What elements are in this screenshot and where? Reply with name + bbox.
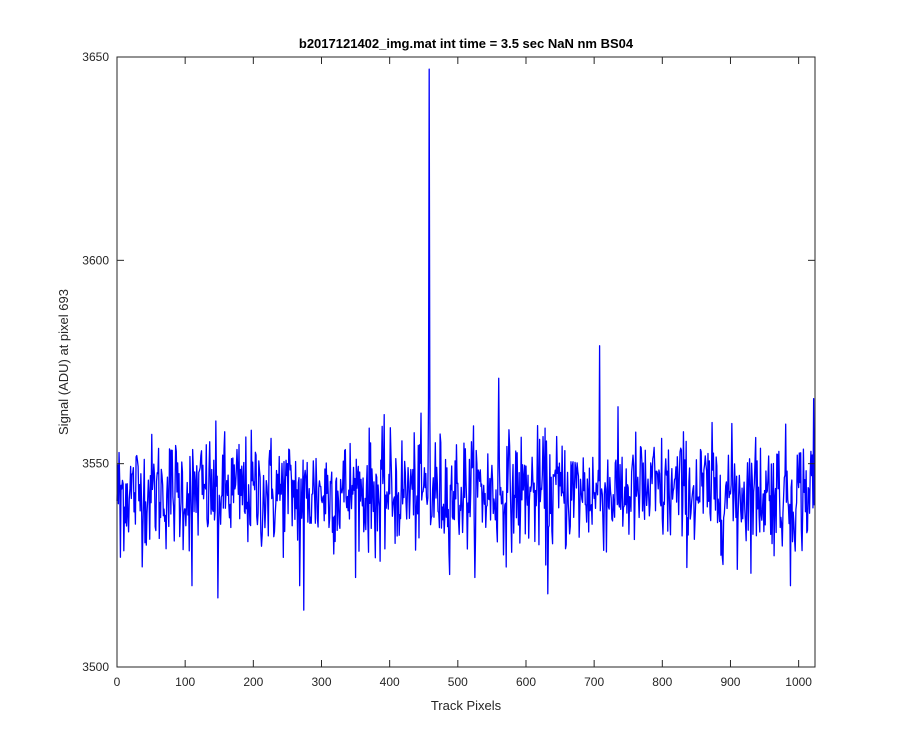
- x-tick-label: 1000: [785, 675, 812, 689]
- x-tick-label: 800: [652, 675, 672, 689]
- x-tick-label: 0: [114, 675, 121, 689]
- y-tick-label: 3550: [82, 457, 109, 471]
- x-tick-label: 500: [448, 675, 468, 689]
- series-line: [116, 68, 815, 611]
- x-axis-label: Track Pixels: [431, 698, 502, 713]
- y-tick-label: 3650: [82, 50, 109, 64]
- axes-box: [116, 56, 816, 668]
- x-tick-label: 300: [311, 675, 331, 689]
- y-tick-label: 3600: [82, 253, 109, 267]
- x-tick-label: 600: [516, 675, 536, 689]
- x-tick-label: 400: [380, 675, 400, 689]
- y-tick-label: 3500: [82, 660, 109, 674]
- x-tick-label: 900: [720, 675, 740, 689]
- y-axis-label: Signal (ADU) at pixel 693: [56, 289, 71, 435]
- chart-title: b2017121402_img.mat int time = 3.5 sec N…: [299, 36, 634, 51]
- x-tick-label: 700: [584, 675, 604, 689]
- x-tick-label: 200: [243, 675, 263, 689]
- x-tick-label: 100: [175, 675, 195, 689]
